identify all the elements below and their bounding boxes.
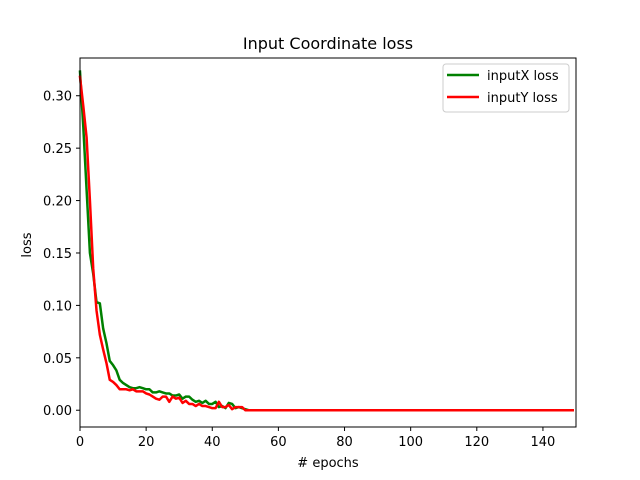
plot-area (78, 57, 577, 428)
legend-label-series-1: inputY loss (487, 91, 558, 106)
x-tick-label: 0 (76, 435, 84, 450)
x-tick-label: 40 (204, 435, 221, 450)
y-tick-label: 0.05 (43, 352, 72, 367)
y-axis-ticks: 0.00 0.05 0.10 0.15 0.20 0.25 0.30 (43, 90, 80, 419)
y-tick-label: 0.30 (43, 90, 72, 105)
x-tick-label: 80 (336, 435, 353, 450)
y-tick-label: 0.10 (43, 299, 72, 314)
axes-background (80, 58, 576, 427)
y-tick-label: 0.25 (43, 142, 72, 157)
series-line-1 (78, 75, 574, 412)
y-tick-label: 0.20 (43, 195, 72, 210)
axes-frame (79, 57, 577, 428)
y-axis-label: loss (20, 232, 35, 257)
legend: inputX loss inputY loss (442, 63, 570, 113)
chart-title: Input Coordinate loss (243, 34, 413, 53)
y-tick-label: 0.00 (43, 404, 72, 419)
x-tick-label: 20 (138, 435, 155, 450)
x-tick-label: 100 (398, 435, 423, 450)
x-tick-label: 60 (270, 435, 287, 450)
x-axis-label: # epochs (297, 456, 359, 471)
legend-label-series-0: inputX loss (487, 69, 559, 84)
x-tick-label: 140 (531, 435, 556, 450)
y-tick-label: 0.15 (43, 247, 72, 262)
x-tick-label: 120 (464, 435, 489, 450)
x-axis-ticks: 0 20 40 60 80 100 120 140 (76, 427, 555, 450)
